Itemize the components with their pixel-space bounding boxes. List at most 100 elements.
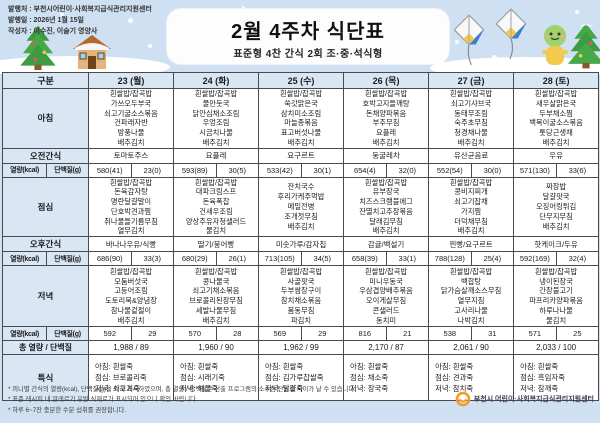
snow-dot	[575, 10, 579, 14]
row-label-energy: 열량(kcal)	[2, 326, 47, 342]
morning-snack-cell: 토마토주스	[87, 147, 175, 164]
total-cell: 2,061 / 90	[428, 340, 515, 356]
special-cell: 아침: 흰쌀죽 점심: 흑임자죽 저녁: 참깨죽	[513, 354, 600, 402]
page-title: 2월 4주차 식단표	[231, 21, 385, 43]
breakfast-cell: 흰쌀밥/잡곡밥 가쓰오두부국 쇠고기굴소스볶음 건파래자반 방풍나물 배추김치	[87, 88, 175, 149]
lunch-cell: 흰쌀밥/잡곡밥 콩비지찌개 쇠고기잡채 가지찜 더덕채무침 배추김치	[428, 176, 515, 238]
kcal-value: 680(29)	[173, 251, 217, 267]
lunch-cell: 흰쌀밥/잡곡밥 대파크림스프 돈육폭찹 건새우조림 양상추유자청샐러드 물김치	[173, 176, 260, 238]
day-header-tue: 24 (화)	[173, 72, 260, 89]
issue-date-line: 발행일 : 2026년 1월 15일	[8, 16, 85, 24]
row-label-special: 특식	[2, 354, 89, 402]
footnote-line: * 끼니별 간식의 열량(kcal), 단백질(g)을 각각 표시하였으며, 총…	[8, 385, 356, 393]
protein-value: 21	[385, 326, 430, 342]
breakfast-cell: 흰쌀밥/잡곡밥 호박고지들깨탕 돈채양파볶음 부추무침 요플레 배추김치	[343, 88, 430, 149]
smile-logo-icon	[455, 391, 471, 407]
snow-dot	[492, 55, 497, 60]
lunch-cell: 흰쌀밥/잡곡밥 유부장국 치즈스크램블에그 잔멸치고추장볶음 달래김무침 배추김…	[343, 176, 430, 238]
kcal-value: 580(41)	[88, 162, 132, 178]
row-label-protein: 단백질(g)	[46, 251, 89, 267]
morning-snack-cell: 유산균음료	[428, 147, 515, 164]
publication-info: 발행처 : 부천시어린이·사회복지급식관리지원센터 발행일 : 2026년 1월…	[8, 5, 152, 38]
row-label-protein: 단백질(g)	[46, 326, 89, 342]
protein-value: 34(5)	[300, 251, 345, 267]
total-cell: 1,962 / 99	[258, 340, 345, 356]
footer-org-name: 부천시 어린이·사회복지급식관리지원센터	[473, 396, 594, 403]
house-icon	[73, 35, 111, 69]
row-label-energy: 열량(kcal)	[2, 162, 47, 178]
snow-dot	[242, 6, 245, 9]
protein-value: 30(0)	[470, 162, 515, 178]
dinner-cell: 흰쌀밥/잡곡밥 백합탕 닭가슴살깨소스무침 열무지짐 고사리나물 나박김치	[428, 265, 515, 328]
day-header-mon: 23 (월)	[87, 72, 175, 89]
breakfast-cell: 흰쌀밥/잡곡밥 쇠고기샤브국 동태무조림 숙주초무침 청경채나물 배추김치	[428, 88, 515, 149]
kcal-value: 592(169)	[513, 251, 557, 267]
pm-energy-row: 열량(kcal) 단백질(g) 686(90) 33(3) 680(29) 26…	[2, 251, 600, 267]
afternoon-snack-cell: 딸기/붕어빵	[173, 236, 260, 253]
kcal-value: 816	[343, 326, 387, 342]
total-cell: 2,170 / 87	[343, 340, 430, 356]
protein-value: 32(0)	[385, 162, 430, 178]
footnote-line: * 하루 6~7잔 충분한 수분 섭취를 권장합니다.	[8, 406, 127, 414]
special-cell: 아침: 흰쌀죽 점심: 브로콜리죽 저녁: 쇠고기죽	[87, 354, 175, 402]
pine-tree-icon	[568, 23, 600, 69]
row-label-total: 총 열량 / 단백질	[2, 340, 89, 356]
protein-value: 25(4)	[470, 251, 515, 267]
kcal-value: 571	[513, 326, 557, 342]
morning-snack-cell: 요구르트	[258, 147, 345, 164]
afternoon-snack-cell: 바나나우유/식빵	[87, 236, 175, 253]
protein-value: 28	[215, 326, 260, 342]
afternoon-snack-row: 오후간식 바나나우유/식빵 딸기/붕어빵 미숫가루/감자칩 감귤/백설기 찐빵/…	[2, 236, 600, 253]
lunch-cell: 잔치국수 후리가케주먹밥 메밀전병 조개젓무침 배추김치	[258, 176, 345, 238]
day-header-wed: 25 (수)	[258, 72, 345, 89]
day-header-fri: 27 (금)	[428, 72, 515, 89]
protein-value: 26(1)	[215, 251, 260, 267]
kcal-value: 658(39)	[343, 251, 387, 267]
protein-value: 29	[130, 326, 175, 342]
am-energy-row: 열량(kcal) 단백질(g) 580(41) 23(0) 593(89) 30…	[2, 162, 600, 178]
protein-value: 31	[470, 326, 515, 342]
kcal-value: 533(42)	[258, 162, 302, 178]
kcal-value: 571(130)	[513, 162, 557, 178]
protein-value: 23(0)	[130, 162, 175, 178]
header-row: 구분 23 (월) 24 (화) 25 (수) 26 (목) 27 (금) 28…	[2, 72, 600, 89]
dinner-cell: 흰쌀밥/잡곡밥 콩나물국 쇠고기채소볶음 브로콜리된장무침 세발나물무침 배추김…	[173, 265, 260, 328]
breakfast-cell: 흰쌀밥/잡곡밥 새우살맑은국 두부채소찜 백목이굴소스볶음 톳당근생채 배추김치	[513, 88, 600, 149]
protein-value: 29	[300, 326, 345, 342]
afternoon-snack-cell: 감귤/백설기	[343, 236, 430, 253]
kite-icon	[453, 14, 485, 66]
dinner-row: 저녁 흰쌀밥/잡곡밥 모둠버섯국 고등어조림 도토리묵&양념장 참나물겉절이 배…	[2, 265, 600, 328]
snow-dot	[455, 40, 459, 44]
dinner-cell: 흰쌀밥/잡곡밥 사골팟국 두부쌈장구이 참치채소볶음 봄동무침 파김치	[258, 265, 345, 328]
total-cell: 1,960 / 90	[173, 340, 260, 356]
special-cell: 아침: 흰쌀죽 점심: 김가루찹쌀죽 저녁: 달걀죽	[258, 354, 345, 402]
dinner-cell: 흰쌀밥/잡곡밥 모둠버섯국 고등어조림 도토리묵&양념장 참나물겉절이 배추김치	[87, 265, 175, 328]
protein-value: 33(3)	[130, 251, 175, 267]
morning-snack-cell: 둥굴레차	[343, 147, 430, 164]
afternoon-snack-cell: 핫케이크/두유	[513, 236, 600, 253]
morning-snack-cell: 요플레	[173, 147, 260, 164]
kcal-value: 686(90)	[88, 251, 132, 267]
footnotes: * 끼니별 간식의 열량(kcal), 단백질(g)을 각각 표시하였으며, 총…	[8, 385, 356, 416]
breakfast-row: 아침 흰쌀밥/잡곡밥 가쓰오두부국 쇠고기굴소스볶음 건파래자반 방풍나물 배추…	[2, 88, 600, 149]
protein-value: 30(1)	[300, 162, 345, 178]
day-header-thu: 26 (목)	[343, 72, 430, 89]
special-row: 특식 아침: 흰쌀죽 점심: 브로콜리죽 저녁: 쇠고기죽 아침: 흰쌀죽 점심…	[2, 354, 600, 402]
breakfast-cell: 흰쌀밥/잡곡밥 쑥갓맑은국 삼치미소조림 마늘종볶음 표고버섯나물 배추김치	[258, 88, 345, 149]
kcal-value: 538	[428, 326, 472, 342]
afternoon-snack-cell: 찐빵/요구르트	[428, 236, 515, 253]
morning-snack-cell: 우유	[513, 147, 600, 164]
lunch-cell: 흰쌀밥/잡곡밥 돈육감자탕 명란달걀말이 단호박견과찜 취나물들기름무침 열무김…	[87, 176, 175, 238]
protein-value: 32(4)	[555, 251, 600, 267]
total-cell: 1,988 / 89	[87, 340, 175, 356]
special-cell: 아침: 흰쌀죽 점심: 채소죽 저녁: 장국죽	[343, 354, 430, 402]
dinner-cell: 흰쌀밥/잡곡밥 미니우동국 우삼겹양배추볶음 오이게살무침 콘샐러드 동치미	[343, 265, 430, 328]
kcal-value: 788(128)	[428, 251, 472, 267]
protein-value: 25	[555, 326, 600, 342]
footnote-line: * 표준 레시피 내 알레르기 유발 식재료가 표시되어 있으니 확인 바랍니다…	[8, 396, 198, 404]
character-icon	[542, 25, 568, 65]
protein-value: 33(1)	[385, 251, 430, 267]
row-label-morning-snack: 오전간식	[2, 147, 89, 164]
kcal-value: 654(4)	[343, 162, 387, 178]
